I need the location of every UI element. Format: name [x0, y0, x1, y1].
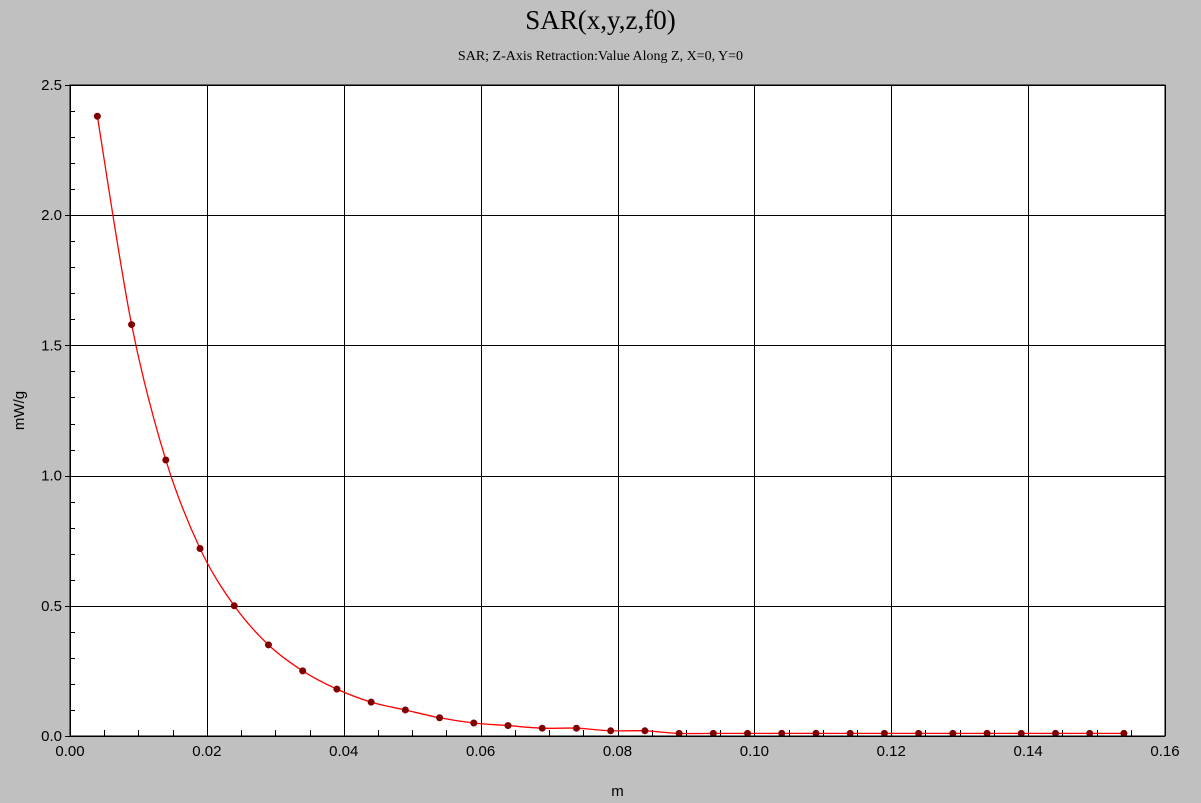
data-point [538, 724, 546, 732]
y-tick-label: 1.0 [41, 468, 62, 485]
x-tick-label: 0.16 [1150, 743, 1179, 760]
data-point [572, 724, 580, 732]
y-tick-label: 0.0 [41, 728, 62, 745]
data-point [641, 727, 649, 735]
data-point [470, 719, 478, 727]
data-point [333, 685, 341, 693]
data-point [607, 727, 615, 735]
data-point [846, 729, 854, 737]
data-point [401, 706, 409, 714]
data-point [812, 729, 820, 737]
y-axis-label: mW/g [11, 391, 28, 430]
x-axis-label: m [611, 783, 624, 800]
data-point [230, 602, 238, 610]
chart-subtitle: SAR; Z-Axis Retraction:Value Along Z, X=… [457, 49, 744, 64]
y-tick-label: 0.5 [41, 598, 62, 615]
data-point [128, 321, 136, 329]
x-tick-label: 0.06 [466, 743, 495, 760]
series-line [96, 116, 1124, 735]
data-point [264, 641, 272, 649]
data-point [1017, 729, 1025, 737]
data-point [880, 729, 888, 737]
data-point [162, 456, 170, 464]
y-tick-label: 2.5 [41, 77, 62, 94]
data-point [93, 112, 101, 120]
tick-labels: 0.00 0.02 0.04 0.06 0.08 0.10 0.12 0.14 0.16 0.0 0… [41, 77, 1179, 760]
plot-area [70, 85, 1165, 736]
axis-ticks [65, 85, 1166, 737]
x-tick-label: 0.12 [877, 743, 906, 760]
data-point [1120, 729, 1128, 737]
x-tick-label: 0.02 [192, 743, 221, 760]
data-point [949, 729, 957, 737]
x-tick-label: 0.08 [603, 743, 632, 760]
data-point [196, 545, 204, 553]
data-point [744, 729, 752, 737]
data-point [1086, 729, 1094, 737]
x-tick-label: 0.10 [740, 743, 769, 760]
data-point [983, 729, 991, 737]
x-tick-label: 0.00 [55, 743, 84, 760]
plot-frame [69, 84, 1166, 737]
data-point [504, 722, 512, 730]
x-tick-label: 0.14 [1014, 743, 1043, 760]
x-tick-label: 0.04 [329, 743, 358, 760]
data-point [675, 729, 683, 737]
data-point [709, 729, 717, 737]
y-tick-label: 1.5 [41, 337, 62, 354]
data-point [915, 729, 923, 737]
data-point [778, 729, 786, 737]
data-point [1052, 729, 1059, 737]
y-tick-label: 2.0 [41, 207, 62, 224]
data-point [436, 714, 444, 722]
chart-title: SAR(x,y,z,f0) [525, 5, 676, 35]
data-point [299, 667, 307, 675]
data-point [367, 698, 375, 706]
